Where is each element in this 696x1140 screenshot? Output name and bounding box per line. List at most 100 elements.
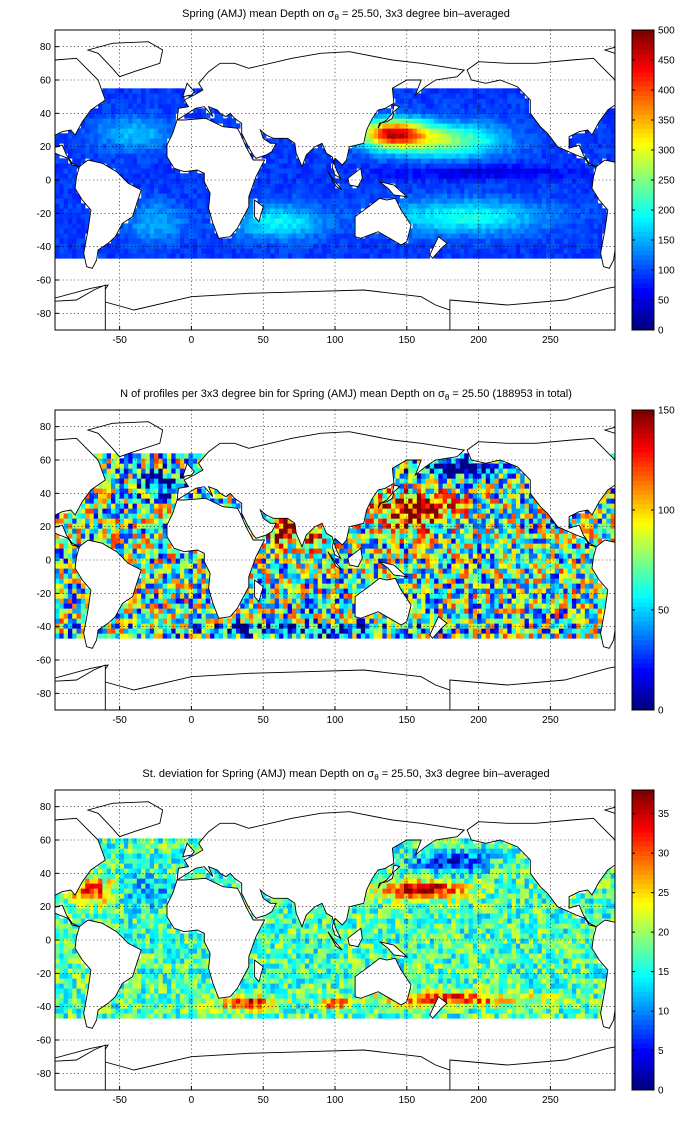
land-outline: [429, 236, 448, 259]
heatmap-cell: [580, 173, 586, 179]
heatmap-cell: [335, 223, 340, 229]
heatmap-cell: [425, 633, 431, 639]
heatmap-cell: [520, 613, 525, 619]
heatmap-cell: [468, 188, 474, 194]
heatmap-cell: [119, 113, 125, 119]
heatmap-cell: [335, 608, 340, 614]
heatmap-cell: [455, 103, 461, 109]
heatmap-cell: [257, 613, 263, 619]
heatmap-cell: [98, 103, 103, 109]
heatmap-cell: [274, 248, 280, 254]
heatmap-cell: [67, 233, 73, 239]
heatmap-cell: [477, 173, 482, 179]
heatmap-cell: [472, 238, 478, 244]
heatmap-cell: [179, 578, 185, 584]
heatmap-cell: [408, 88, 413, 94]
heatmap-cell: [593, 148, 599, 154]
heatmap-cell: [554, 568, 560, 574]
heatmap-cell: [365, 618, 370, 624]
heatmap-cell: [248, 238, 254, 244]
heatmap-cell: [205, 598, 211, 604]
heatmap-cell: [317, 588, 323, 594]
heatmap-cell: [490, 123, 495, 129]
heatmap-cell: [158, 213, 163, 219]
heatmap-cell: [179, 593, 185, 599]
heatmap-cell: [167, 248, 172, 254]
heatmap-cell: [313, 203, 319, 209]
heatmap-cell: [128, 248, 133, 254]
heatmap-cell: [606, 148, 611, 154]
land-outline: [55, 57, 106, 168]
heatmap-cell: [154, 568, 159, 574]
heatmap-cell: [76, 143, 82, 149]
heatmap-cell: [369, 163, 375, 169]
heatmap-cell: [563, 563, 568, 569]
heatmap-cell: [123, 228, 129, 234]
heatmap-cell: [434, 558, 439, 564]
heatmap-cell: [343, 193, 349, 199]
heatmap-cell: [554, 213, 560, 219]
heatmap-cell: [253, 228, 258, 234]
heatmap-cell: [477, 223, 482, 229]
heatmap-cell: [468, 178, 474, 184]
heatmap-cell: [205, 208, 211, 214]
heatmap-cell: [188, 633, 194, 639]
heatmap-cell: [162, 243, 168, 249]
heatmap-cell: [63, 193, 69, 199]
heatmap-cell: [464, 118, 469, 124]
heatmap-cell: [546, 253, 551, 259]
heatmap-cell: [136, 253, 142, 259]
heatmap-cell: [167, 553, 172, 559]
heatmap-cell: [55, 553, 60, 559]
heatmap-cell: [128, 158, 133, 164]
heatmap-cell: [481, 253, 487, 259]
heatmap-cell: [287, 603, 293, 609]
heatmap-cell: [451, 613, 456, 619]
heatmap-cell: [481, 608, 487, 614]
heatmap-cell: [158, 203, 163, 209]
heatmap-cell: [59, 598, 64, 604]
heatmap-cell: [291, 603, 297, 609]
heatmap-cell: [464, 178, 469, 184]
heatmap-cell: [468, 108, 474, 114]
heatmap-cell: [279, 583, 284, 589]
heatmap-cell: [528, 228, 534, 234]
heatmap-cell: [231, 243, 237, 249]
heatmap-cell: [136, 143, 142, 149]
heatmap-cell: [528, 568, 534, 574]
heatmap-cell: [515, 578, 521, 584]
heatmap-cell: [421, 118, 426, 124]
heatmap-cell: [76, 603, 82, 609]
heatmap-cell: [584, 588, 590, 594]
heatmap-cell: [244, 608, 250, 614]
heatmap-cell: [309, 573, 314, 579]
heatmap-cell: [287, 628, 293, 634]
heatmap-cell: [283, 173, 288, 179]
heatmap-cell: [59, 613, 64, 619]
heatmap-cell: [494, 153, 499, 159]
heatmap-cell: [421, 198, 426, 204]
heatmap-cell: [128, 98, 133, 104]
heatmap-cell: [602, 143, 607, 149]
heatmap-cell: [287, 623, 293, 629]
heatmap-cell: [261, 173, 267, 179]
heatmap-cell: [554, 233, 560, 239]
heatmap-cell: [520, 243, 525, 249]
heatmap-cell: [498, 593, 504, 599]
heatmap-cell: [123, 138, 129, 144]
heatmap-cell: [188, 213, 194, 219]
heatmap-cell: [330, 598, 336, 604]
heatmap-cell: [279, 578, 284, 584]
heatmap-cell: [322, 198, 327, 204]
heatmap-cell: [515, 588, 521, 594]
heatmap-cell: [85, 593, 90, 599]
heatmap-cell: [434, 578, 439, 584]
heatmap-cell: [145, 193, 151, 199]
heatmap-cell: [459, 228, 465, 234]
heatmap-cell: [447, 188, 452, 194]
heatmap-cell: [102, 133, 107, 139]
heatmap-cell: [412, 123, 418, 129]
heatmap-cell: [304, 248, 310, 254]
heatmap-cell: [218, 618, 224, 624]
heatmap-cell: [481, 573, 487, 579]
